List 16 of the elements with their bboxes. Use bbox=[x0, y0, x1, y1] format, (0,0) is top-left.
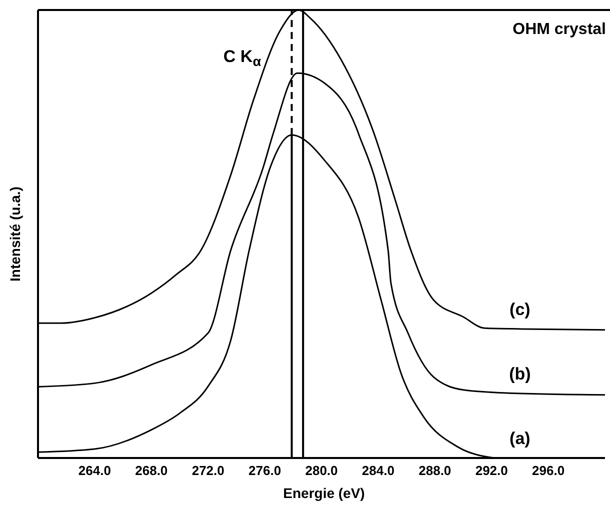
x-tick-label: 276.0 bbox=[248, 463, 282, 478]
series-label: (b) bbox=[509, 364, 531, 384]
x-axis-title: Energie (eV) bbox=[283, 485, 365, 501]
annotation: OHM crystal bbox=[512, 21, 606, 38]
x-tick-label: 288.0 bbox=[418, 463, 452, 478]
x-tick-label: 296.0 bbox=[532, 463, 565, 478]
x-tick-label: 272.0 bbox=[192, 463, 224, 478]
x-tick-label: 284.0 bbox=[362, 463, 394, 478]
x-tick-label: 292.0 bbox=[475, 463, 508, 478]
series-label: (a) bbox=[510, 429, 530, 448]
y-axis-title: Intensité (u.a.) bbox=[7, 186, 23, 282]
x-tick-label: 264.0 bbox=[78, 463, 111, 478]
annotation: C K$_{α}$ bbox=[223, 47, 262, 70]
x-tick-label: 268.0 bbox=[135, 463, 168, 478]
x-tick-label: 280.0 bbox=[305, 463, 338, 478]
series-label: (c) bbox=[510, 300, 530, 319]
